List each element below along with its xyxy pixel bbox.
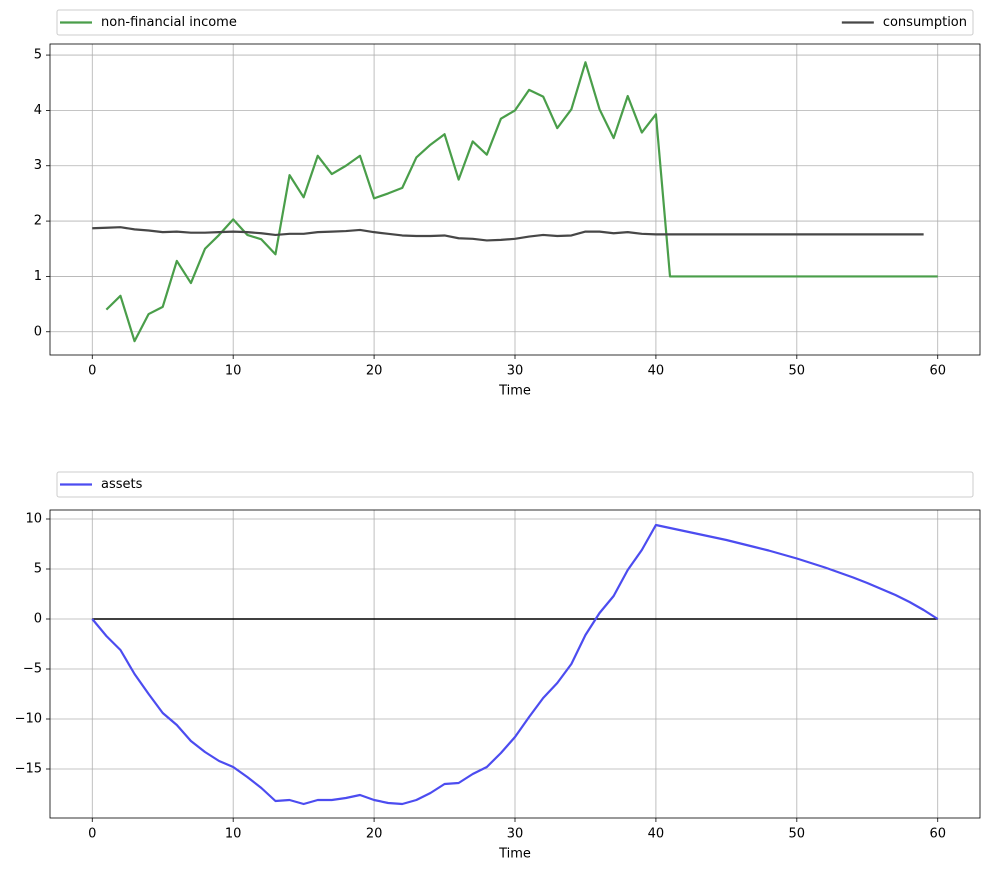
y-tick-label: 5 [34, 48, 42, 63]
x-tick-label: 30 [507, 827, 524, 842]
legend-entry: consumption [841, 15, 967, 30]
y-tick-label: 10 [25, 512, 42, 527]
legend-box [56, 9, 974, 36]
x-tick-label: 20 [366, 364, 383, 379]
x-tick-label: 40 [648, 827, 665, 842]
legend-entry: non-financial income [60, 15, 237, 30]
series-line [92, 226, 924, 242]
y-tick-label: −10 [15, 712, 42, 727]
y-tick-label: 1 [34, 269, 42, 284]
y-tick-label: −5 [23, 662, 42, 677]
x-tick-label: 10 [225, 364, 242, 379]
x-tick-label: 60 [929, 827, 946, 842]
y-tick-label: 2 [34, 214, 42, 229]
y-tick-label: 4 [34, 103, 42, 118]
y-tick-label: −15 [15, 762, 42, 777]
x-axis-label: Time [498, 847, 531, 862]
legend-label: non-financial income [101, 15, 237, 30]
legend-entry: assets [60, 477, 143, 492]
y-tick-label: 0 [34, 612, 42, 627]
x-tick-label: 50 [789, 364, 806, 379]
x-tick-label: 0 [88, 827, 96, 842]
x-tick-label: 20 [366, 827, 383, 842]
y-tick-label: 0 [34, 324, 42, 339]
legend-label: assets [101, 477, 143, 492]
x-tick-label: 40 [648, 364, 665, 379]
x-tick-label: 60 [929, 364, 946, 379]
x-tick-label: 50 [789, 827, 806, 842]
axes-frame [49, 43, 981, 356]
legend-box [56, 471, 974, 498]
legend-label: consumption [883, 15, 967, 30]
series-line [91, 523, 939, 806]
series-line [105, 61, 938, 343]
axes-frame [49, 509, 981, 819]
y-tick-label: 5 [34, 562, 42, 577]
x-tick-label: 10 [225, 827, 242, 842]
x-tick-label: 0 [88, 364, 96, 379]
x-tick-label: 30 [507, 364, 524, 379]
x-axis-label: Time [498, 384, 531, 399]
y-tick-label: 3 [34, 158, 42, 173]
